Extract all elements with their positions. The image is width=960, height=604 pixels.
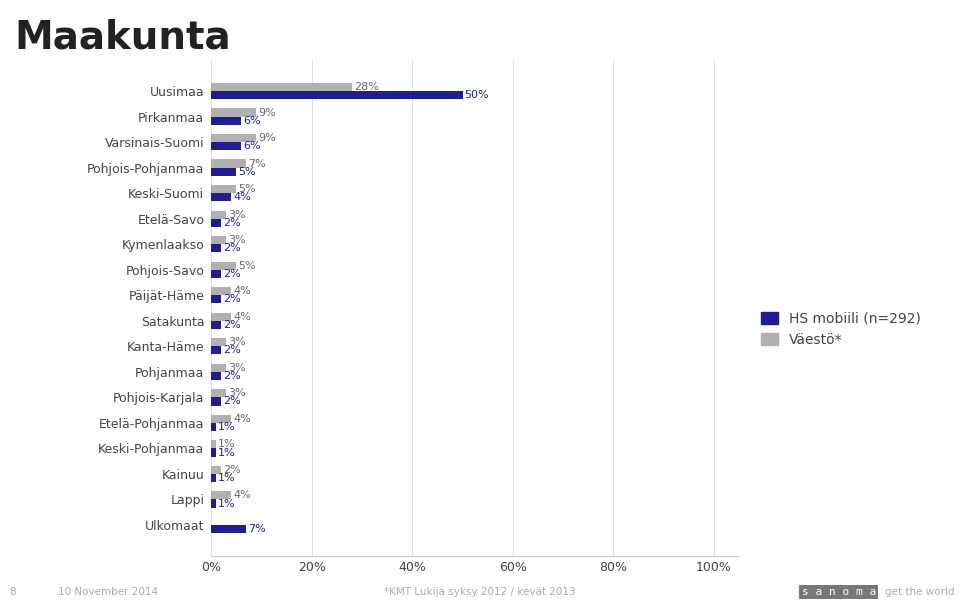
Text: 2%: 2% (224, 243, 241, 253)
Text: 3%: 3% (228, 337, 246, 347)
Bar (211, 313, 231, 321)
Text: 3%: 3% (228, 363, 246, 373)
Bar (211, 474, 216, 482)
Text: 2%: 2% (224, 345, 241, 355)
Text: 1%: 1% (218, 422, 236, 432)
Text: 4%: 4% (233, 312, 252, 322)
Bar (211, 321, 221, 329)
Bar (211, 83, 352, 91)
Bar (211, 364, 227, 372)
Text: 10 November 2014: 10 November 2014 (58, 586, 157, 597)
Text: 4%: 4% (233, 414, 252, 424)
Bar (211, 236, 227, 244)
Legend: HS mobiili (n=292), Väestö*: HS mobiili (n=292), Väestö* (756, 306, 926, 352)
Bar (211, 142, 241, 150)
Text: 2%: 2% (224, 371, 241, 381)
Bar (211, 491, 231, 500)
Bar (211, 287, 231, 295)
Text: 1%: 1% (218, 439, 236, 449)
Bar (211, 117, 241, 125)
Text: 6%: 6% (244, 141, 261, 151)
Bar (211, 168, 236, 176)
Bar (211, 193, 231, 201)
Text: 2%: 2% (224, 269, 241, 279)
Text: 5%: 5% (238, 261, 256, 271)
Bar (211, 109, 256, 117)
Text: 9%: 9% (258, 108, 276, 118)
Bar (211, 440, 216, 448)
Text: 1%: 1% (218, 448, 236, 457)
Bar (211, 91, 463, 99)
Text: 8: 8 (10, 586, 16, 597)
Bar (211, 372, 221, 380)
Text: 2%: 2% (224, 294, 241, 304)
Bar (211, 270, 221, 278)
Text: 9%: 9% (258, 133, 276, 143)
Bar (211, 262, 236, 270)
Text: 7%: 7% (249, 524, 266, 534)
Bar (211, 346, 221, 355)
Bar (211, 219, 221, 227)
Text: 3%: 3% (228, 235, 246, 245)
Text: s a n o m a: s a n o m a (802, 586, 876, 597)
Bar (211, 397, 221, 405)
Bar (211, 466, 221, 474)
Bar (211, 389, 227, 397)
Text: 1%: 1% (218, 498, 236, 509)
Text: Maakunta: Maakunta (14, 18, 231, 56)
Bar (211, 211, 227, 219)
Bar (211, 134, 256, 142)
Bar (211, 525, 247, 533)
Text: 2%: 2% (224, 320, 241, 330)
Text: 4%: 4% (233, 192, 252, 202)
Bar (211, 500, 216, 507)
Text: 2%: 2% (224, 465, 241, 475)
Text: 3%: 3% (228, 210, 246, 220)
Text: *KMT Lukija syksy 2012 / kevät 2013: *KMT Lukija syksy 2012 / kevät 2013 (384, 586, 576, 597)
Text: 2%: 2% (224, 396, 241, 406)
Text: 2%: 2% (224, 218, 241, 228)
Text: 5%: 5% (238, 167, 256, 177)
Text: 3%: 3% (228, 388, 246, 398)
Bar (211, 185, 236, 193)
Bar (211, 338, 227, 346)
Text: 7%: 7% (249, 159, 266, 169)
Text: 4%: 4% (233, 490, 252, 500)
Text: get the world: get the world (885, 586, 955, 597)
Bar (211, 295, 221, 303)
Text: 5%: 5% (238, 184, 256, 194)
Text: 1%: 1% (218, 473, 236, 483)
Bar (211, 244, 221, 252)
Text: 6%: 6% (244, 116, 261, 126)
Bar (211, 415, 231, 423)
Text: 50%: 50% (465, 90, 490, 100)
Bar (211, 448, 216, 457)
Text: 28%: 28% (354, 82, 379, 92)
Bar (211, 423, 216, 431)
Text: 4%: 4% (233, 286, 252, 296)
Bar (211, 159, 247, 168)
